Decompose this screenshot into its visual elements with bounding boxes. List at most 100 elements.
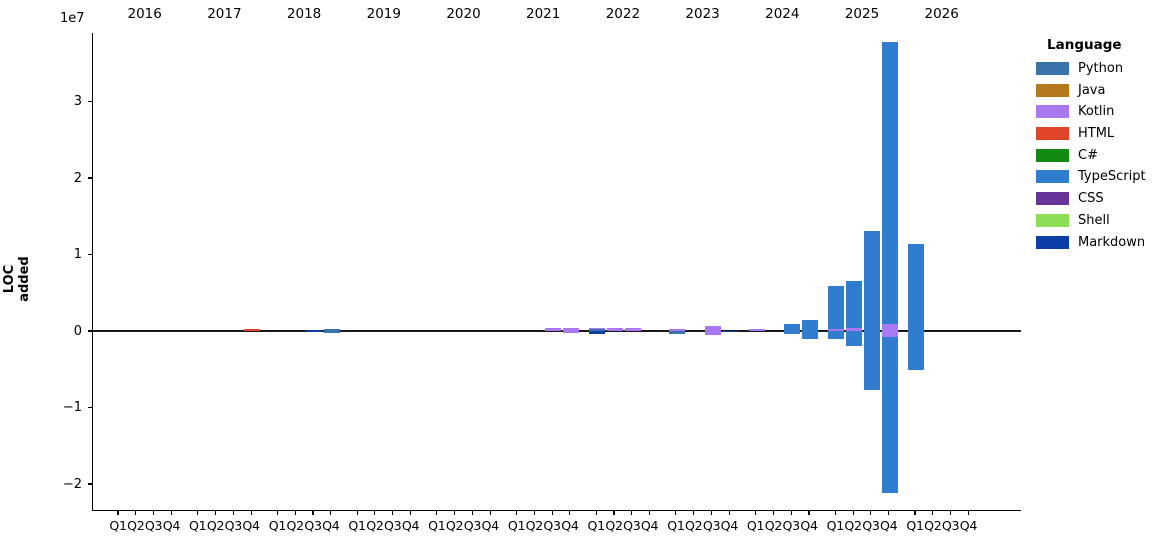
x-tick-mark xyxy=(489,511,491,515)
legend-item-java: Java xyxy=(1036,82,1158,98)
x-tick-mark xyxy=(471,511,473,515)
quarter-tick-label: Q2 xyxy=(286,518,305,533)
legend-item-markdown: Markdown xyxy=(1036,234,1158,250)
bar-segment-typescript xyxy=(881,337,898,494)
quarter-tick-label: Q4 xyxy=(322,518,340,533)
x-tick-mark xyxy=(312,511,314,515)
legend-label: Markdown xyxy=(1078,234,1146,250)
x-tick-mark xyxy=(454,511,456,515)
y-tick-label: 1 xyxy=(73,247,82,262)
year-label: 2022 xyxy=(605,6,641,22)
bar-segment-kotlin xyxy=(562,331,579,334)
bar-segment-markdown xyxy=(306,331,322,332)
year-label: 2017 xyxy=(207,6,242,22)
y-tick-label: −1 xyxy=(62,400,82,415)
x-tick-mark xyxy=(214,511,217,515)
legend-item-typescript: TypeScript xyxy=(1036,169,1158,184)
legend-swatch xyxy=(1036,127,1069,141)
bar-segment-kotlin xyxy=(562,327,579,331)
bar-segment-kotlin xyxy=(704,331,721,336)
year-label: 2018 xyxy=(286,6,322,22)
y-tick-mark xyxy=(87,253,92,256)
x-tick-mark xyxy=(852,511,854,515)
year-label: 2016 xyxy=(127,6,162,22)
quarter-tick-label: Q3 xyxy=(862,518,880,533)
bar-segment-kotlin xyxy=(828,328,845,331)
bar-segment-markdown xyxy=(722,331,739,332)
quarter-tick-label: Q2 xyxy=(924,518,942,533)
legend-item-shell: Shell xyxy=(1036,212,1158,228)
quarter-tick-label: Q4 xyxy=(162,518,181,533)
bar-segment-kotlin xyxy=(881,324,898,331)
quarter-tick-label: Q1 xyxy=(109,518,127,533)
bar-segment-typescript xyxy=(828,285,845,329)
quarter-tick-label: Q2 xyxy=(525,518,544,533)
bar-segment-markdown xyxy=(589,331,606,335)
legend-label: Kotlin xyxy=(1078,104,1115,120)
x-tick-mark xyxy=(374,511,376,515)
quarter-tick-label: Q4 xyxy=(561,518,579,533)
quarter-tick-label: Q4 xyxy=(481,518,500,533)
bar-segment-typescript xyxy=(784,331,801,335)
quarter-tick-label: Q1 xyxy=(746,518,765,533)
x-tick-mark xyxy=(631,511,633,515)
bar-segment-kotlin xyxy=(607,327,623,331)
quarter-tick-label: Q2 xyxy=(685,518,703,533)
x-tick-mark xyxy=(914,511,916,515)
bar-segment-typescript xyxy=(802,319,818,331)
quarter-tick-label: Q1 xyxy=(906,518,924,533)
bar-segment-python xyxy=(589,329,606,331)
quarter-tick-label: Q2 xyxy=(206,518,225,533)
legend-label: Java xyxy=(1078,82,1106,98)
x-tick-mark xyxy=(649,511,651,515)
bar-segment-html xyxy=(244,329,261,331)
y-axis-offset-text: 1e7 xyxy=(60,11,85,26)
bar-segment-python xyxy=(323,328,340,331)
year-label: 2021 xyxy=(526,6,561,22)
bar-segment-python xyxy=(323,331,340,333)
bar-segment-typescript xyxy=(881,41,898,325)
x-tick-mark xyxy=(613,511,615,515)
x-tick-mark xyxy=(808,511,810,515)
x-tick-mark xyxy=(117,511,119,515)
legend-label: Shell xyxy=(1078,212,1110,228)
bar-segment-typescript xyxy=(908,331,924,370)
legend-swatch xyxy=(1036,83,1069,97)
year-label: 2020 xyxy=(446,6,481,22)
quarter-tick-label: Q2 xyxy=(445,518,464,533)
zero-line xyxy=(93,330,1021,332)
y-tick-mark xyxy=(87,406,92,409)
x-tick-mark xyxy=(834,511,836,515)
bar-segment-kotlin xyxy=(846,327,863,331)
quarter-tick-label: Q1 xyxy=(189,518,207,533)
quarter-tick-label: Q4 xyxy=(640,518,659,533)
legend-item-kotlin: Kotlin xyxy=(1036,104,1158,120)
x-tick-mark xyxy=(170,511,172,515)
quarter-tick-label: Q1 xyxy=(826,518,845,533)
quarter-tick-label: Q3 xyxy=(304,518,322,533)
plot-area xyxy=(92,33,1021,511)
quarter-tick-label: Q3 xyxy=(782,518,801,533)
x-tick-mark xyxy=(595,511,597,515)
y-tick-mark xyxy=(87,483,92,485)
x-tick-mark xyxy=(675,511,677,515)
quarter-tick-label: Q3 xyxy=(941,518,960,533)
legend-label: CSS xyxy=(1078,191,1104,207)
quarter-tick-label: Q3 xyxy=(224,518,243,533)
x-tick-mark xyxy=(392,511,394,515)
bar-segment-markdown xyxy=(306,330,322,331)
quarter-tick-label: Q3 xyxy=(702,518,721,533)
legend-swatch xyxy=(1036,170,1069,184)
year-label: 2024 xyxy=(765,6,800,22)
quarter-tick-label: Q2 xyxy=(366,518,384,533)
x-tick-mark xyxy=(710,511,713,515)
y-tick-label: 3 xyxy=(73,94,82,109)
x-tick-mark xyxy=(436,511,438,515)
legend-swatch xyxy=(1036,192,1069,206)
x-tick-mark xyxy=(533,511,535,515)
bar-segment-typescript xyxy=(863,331,880,390)
quarter-tick-label: Q3 xyxy=(384,518,402,533)
x-tick-mark xyxy=(276,511,278,515)
bar-segment-typescript xyxy=(846,331,863,347)
x-tick-mark xyxy=(870,511,872,515)
